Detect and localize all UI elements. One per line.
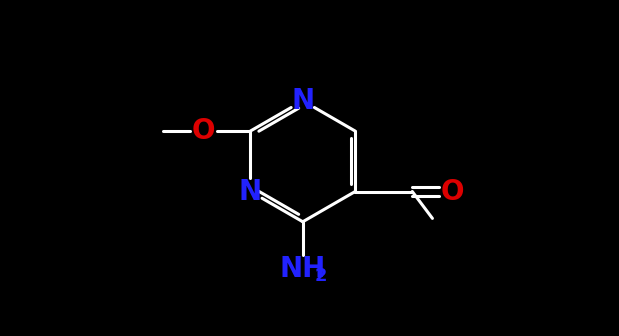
Text: O: O bbox=[192, 117, 215, 145]
Text: N: N bbox=[239, 177, 262, 206]
Text: O: O bbox=[441, 177, 464, 206]
Text: NH: NH bbox=[280, 255, 326, 283]
Text: N: N bbox=[291, 87, 314, 115]
Text: 2: 2 bbox=[315, 267, 327, 285]
